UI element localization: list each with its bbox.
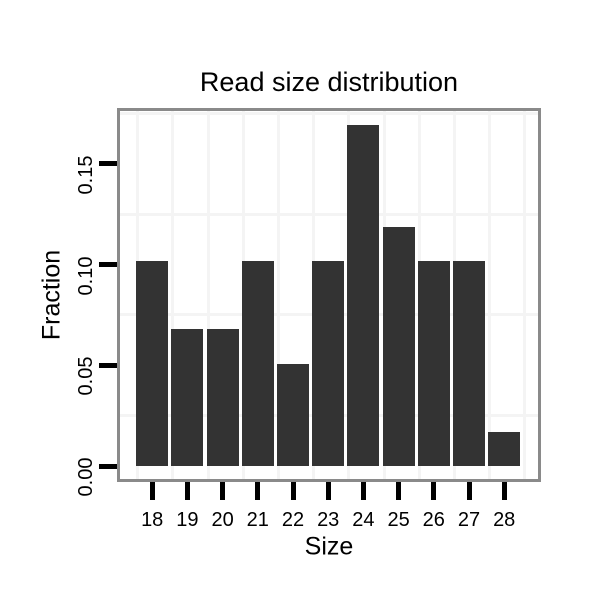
x-tick-label: 28 [493, 509, 516, 531]
x-tick-label: 26 [422, 509, 445, 531]
chart-title: Read size distribution [199, 67, 459, 97]
x-tick-mark [220, 482, 226, 500]
x-tick-label: 20 [211, 509, 234, 531]
y-tick-label: 0.10 [75, 256, 97, 296]
minor-gridline-vertical [171, 111, 175, 479]
bar-size-18 [136, 261, 169, 466]
x-tick-mark [466, 482, 472, 500]
minor-gridline-horizontal [120, 212, 538, 216]
y-axis-title: Fraction [37, 249, 66, 341]
minor-gridline-vertical [523, 111, 527, 479]
minor-gridline-vertical [276, 111, 280, 479]
y-tick-label: 0.00 [75, 457, 97, 497]
x-tick-label: 19 [176, 509, 199, 531]
x-tick-mark [431, 482, 437, 500]
minor-gridline-horizontal [120, 112, 538, 116]
x-tick-mark [501, 482, 507, 500]
y-tick-label: 0.15 [75, 155, 97, 195]
x-tick-mark [149, 482, 155, 500]
plot-panel [117, 108, 541, 482]
x-tick-mark [325, 482, 331, 500]
y-tick-mark [99, 262, 117, 268]
bar-size-21 [241, 261, 274, 466]
x-tick-label: 18 [141, 509, 164, 531]
bar-size-20 [206, 329, 239, 466]
y-tick-label: 0.05 [75, 356, 97, 396]
bar-size-24 [347, 124, 380, 466]
x-tick-mark [360, 482, 366, 500]
minor-gridline-vertical [206, 111, 210, 479]
y-tick-mark [99, 463, 117, 469]
x-tick-mark [184, 482, 190, 500]
bar-size-22 [277, 363, 309, 466]
x-tick-label: 27 [457, 509, 481, 531]
y-tick-mark [99, 161, 117, 167]
x-tick-label: 22 [281, 509, 305, 531]
x-tick-label: 25 [387, 509, 410, 531]
y-tick-mark [99, 362, 117, 368]
x-tick-mark [396, 482, 402, 500]
bar-size-19 [171, 329, 204, 466]
x-axis-title: Size [304, 532, 354, 561]
x-tick-label: 21 [246, 509, 269, 531]
minor-gridline-vertical [488, 111, 492, 479]
x-tick-mark [290, 482, 296, 500]
bar-size-27 [453, 261, 485, 466]
bar-size-25 [382, 227, 415, 466]
x-tick-label: 23 [317, 509, 340, 531]
x-tick-label: 24 [352, 509, 375, 531]
bar-size-23 [312, 261, 345, 466]
bar-size-26 [417, 261, 450, 466]
bar-size-28 [488, 431, 521, 466]
x-tick-mark [255, 482, 261, 500]
